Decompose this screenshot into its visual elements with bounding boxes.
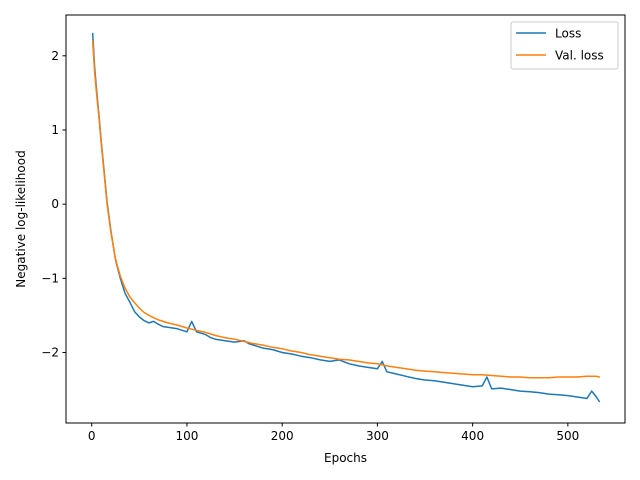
y-tick-label: 0	[51, 197, 59, 211]
x-axis-label: Epochs	[324, 451, 367, 465]
x-tick-label: 400	[461, 429, 484, 443]
tick-layer: 0 100 200 300 400 500 −2 −1 0 1 2	[41, 49, 579, 443]
y-tick-label: 2	[51, 49, 59, 63]
x-tick-label: 300	[366, 429, 389, 443]
legend-label-loss: Loss	[555, 27, 581, 41]
y-tick-label: 1	[51, 123, 59, 137]
series-line-loss	[91, 32, 601, 403]
x-tick-label: 0	[88, 429, 96, 443]
plot-frame	[65, 14, 626, 424]
x-tick-label: 500	[556, 429, 579, 443]
y-axis-label: Negative log-likelihood	[14, 150, 28, 287]
series-line-val-loss	[91, 40, 601, 379]
series-layer	[91, 32, 601, 403]
x-tick-label: 100	[175, 429, 198, 443]
legend: Loss Val. loss	[510, 21, 619, 70]
legend-label-val-loss: Val. loss	[555, 49, 604, 63]
y-tick-label: −1	[41, 271, 59, 285]
y-tick-label: −2	[41, 346, 59, 360]
x-tick-label: 200	[271, 429, 294, 443]
